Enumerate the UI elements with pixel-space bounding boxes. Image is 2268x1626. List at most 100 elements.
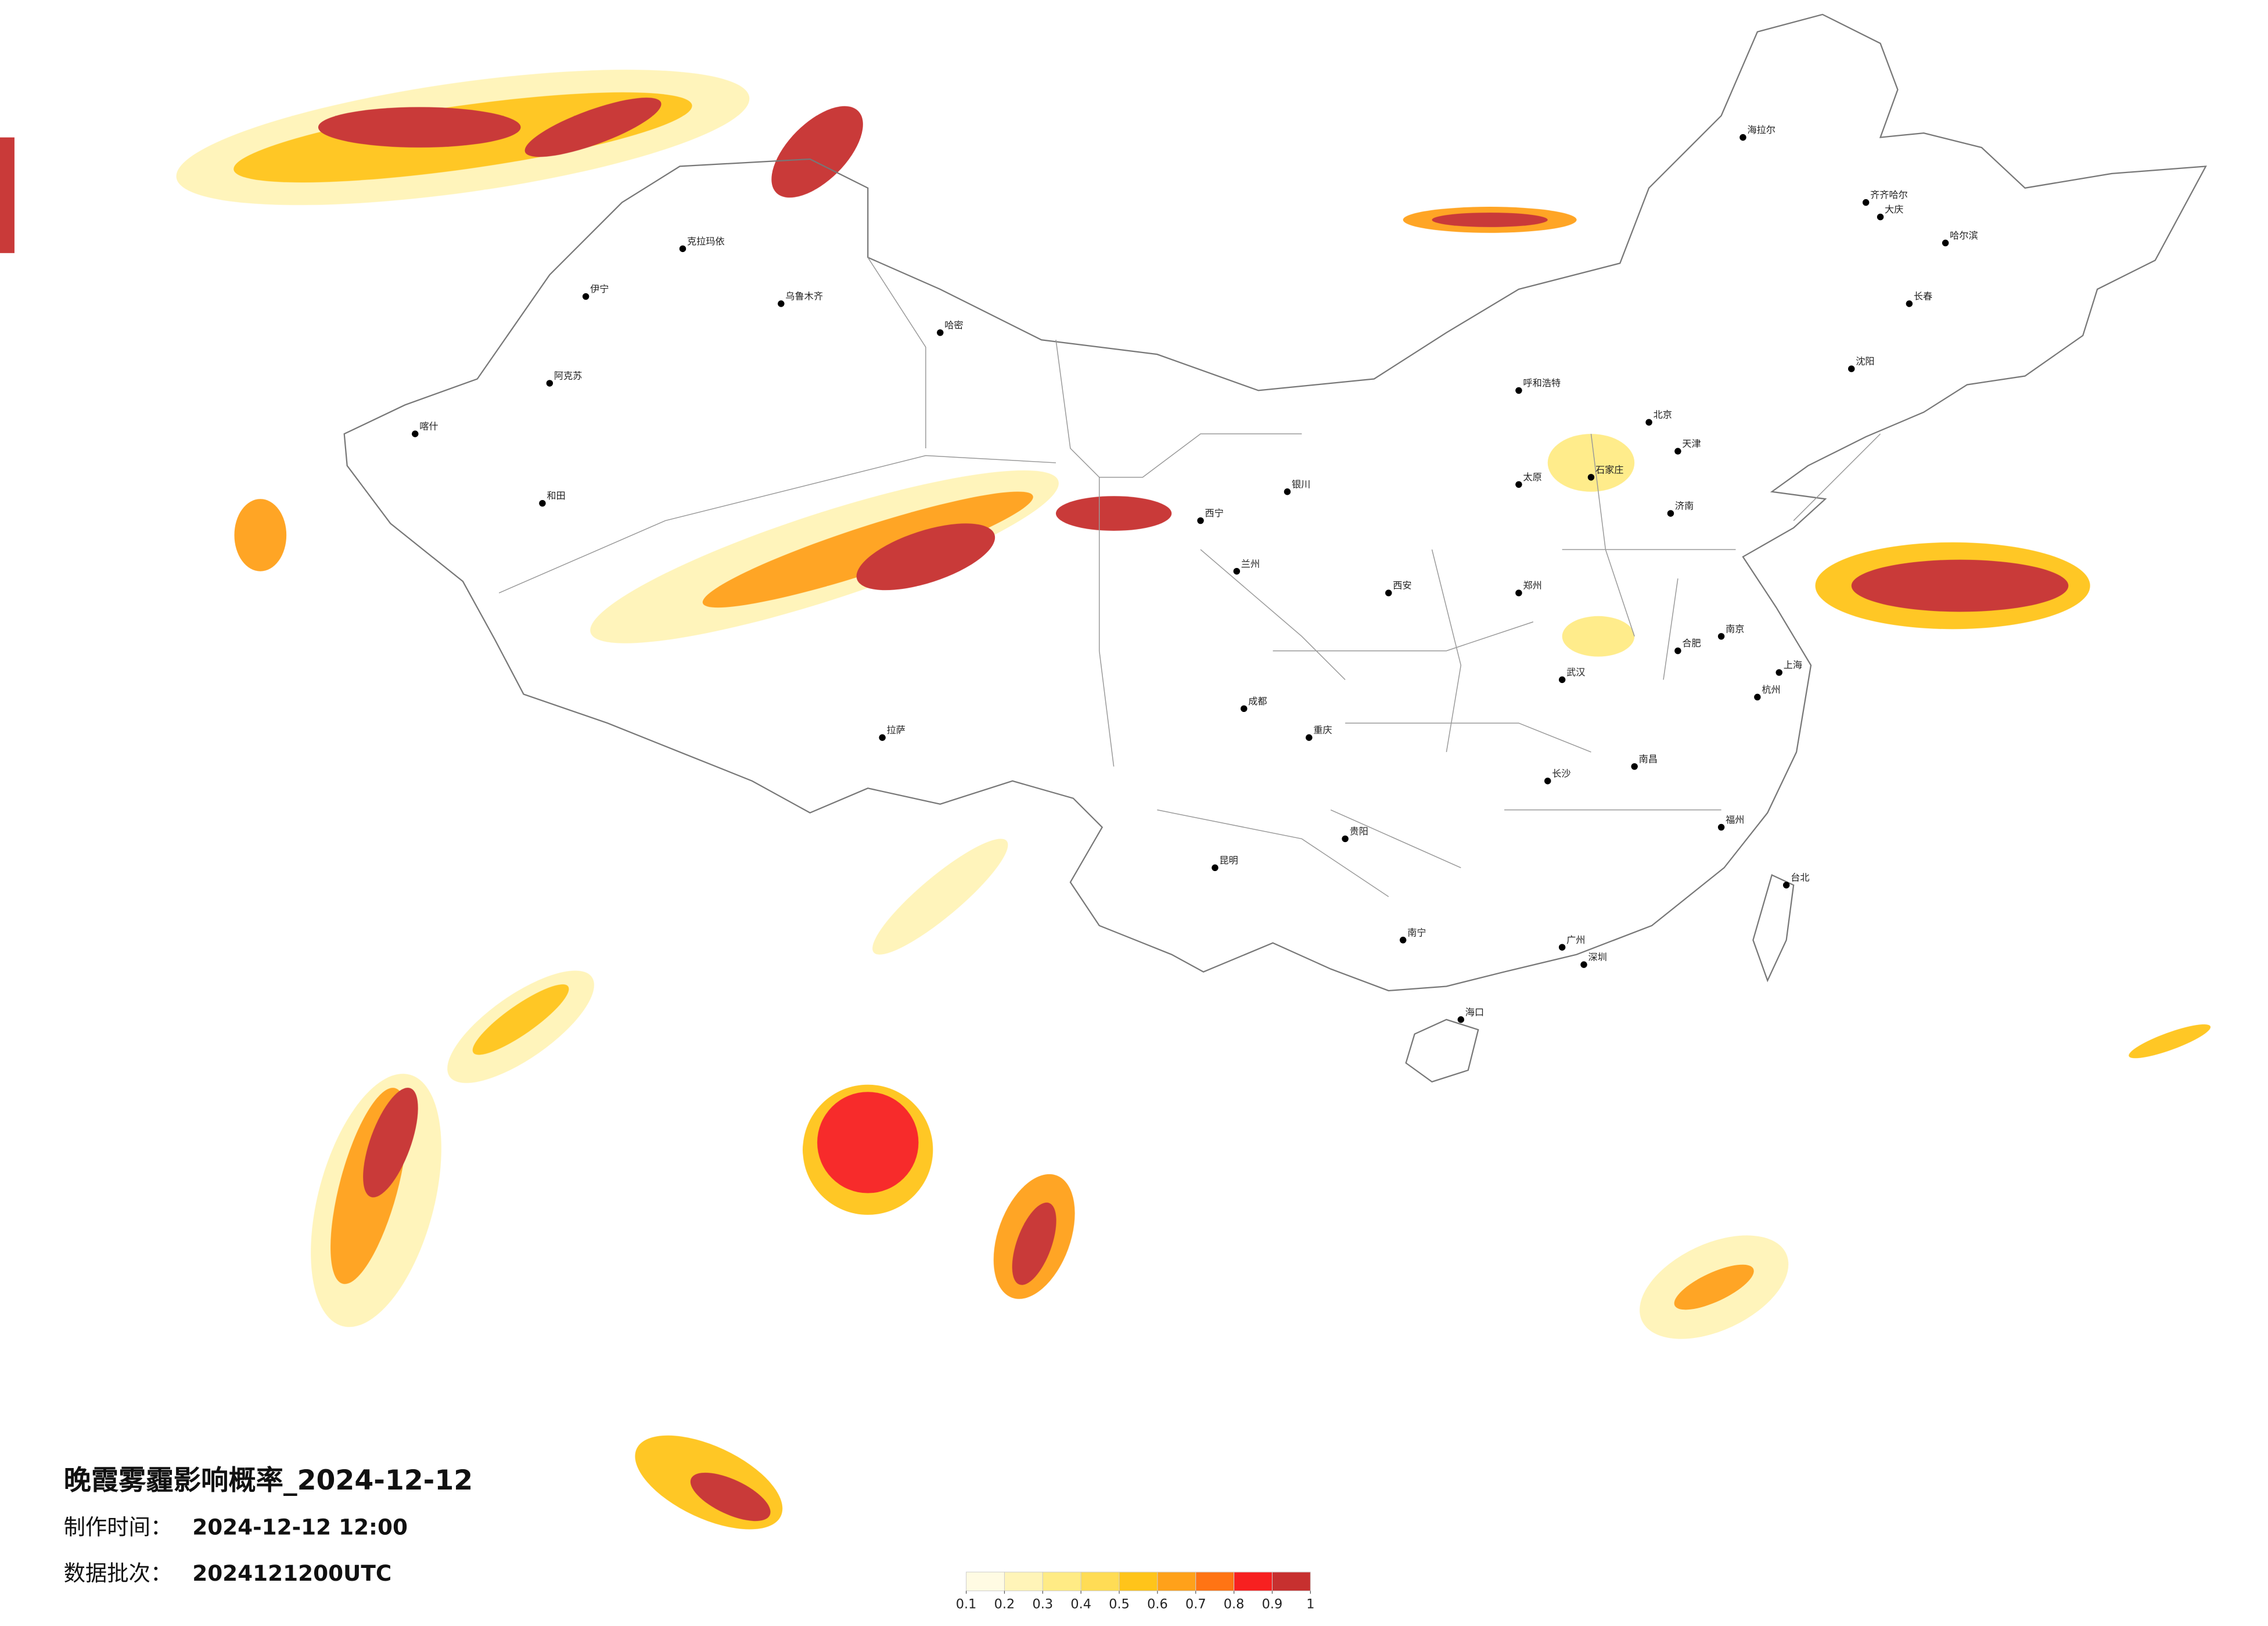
- colorbar: 0.1 0.2 0.3 0.4 0.5 0.6 0.7 0.8 0.9 1: [956, 1571, 1314, 1611]
- city-label: 西安: [1393, 580, 1411, 591]
- city-dot: [778, 300, 785, 307]
- city-dot: [1197, 517, 1204, 524]
- city-label: 深圳: [1588, 952, 1606, 963]
- city-label: 伊宁: [590, 283, 609, 294]
- city-dot: [1457, 1016, 1465, 1023]
- city-label: 沈阳: [1856, 356, 1874, 367]
- city-label: 合肥: [1682, 638, 1701, 649]
- colorbar-swatch: [1195, 1571, 1235, 1591]
- city-dot: [1942, 239, 1949, 247]
- taiwan: [1752, 874, 1795, 983]
- colorbar-swatch: [1271, 1571, 1311, 1591]
- city-label: 大庆: [1885, 204, 1903, 215]
- city-label: 太原: [1523, 472, 1541, 483]
- city-label: 长沙: [1552, 768, 1570, 779]
- city-dot: [1342, 835, 1349, 843]
- city-label: 天津: [1682, 438, 1701, 449]
- hainan: [1405, 1019, 1479, 1083]
- city-label: 南京: [1726, 623, 1744, 634]
- city-dot: [1782, 882, 1790, 888]
- city-label: 阿克苏: [554, 370, 583, 381]
- city-dot: [539, 499, 546, 507]
- city-label: 杭州: [1762, 684, 1780, 695]
- city-dot: [1399, 937, 1407, 944]
- city-dot: [1645, 419, 1652, 426]
- colorbar-tick-label: 0.4: [1070, 1596, 1091, 1611]
- city-dot: [1775, 669, 1782, 676]
- city-dot: [546, 380, 553, 387]
- city-label: 济南: [1675, 501, 1694, 512]
- city-dot: [937, 329, 944, 336]
- city-label: 武汉: [1566, 667, 1585, 678]
- city-dot: [1674, 647, 1681, 654]
- city-dot: [1674, 448, 1681, 455]
- city-dot: [1306, 734, 1313, 741]
- city-label: 福州: [1726, 814, 1744, 825]
- city-dot: [879, 734, 886, 741]
- city-label: 贵阳: [1350, 826, 1368, 837]
- city-label: 哈密: [944, 319, 963, 330]
- city-dot: [1284, 488, 1291, 495]
- city-dot: [1739, 134, 1746, 141]
- colorbar-swatch: [1004, 1571, 1043, 1591]
- city-dot: [1580, 961, 1587, 968]
- boundaries: [343, 13, 2207, 1083]
- city-label: 银川: [1292, 479, 1310, 490]
- city-dot: [1587, 474, 1595, 481]
- city-dot: [1385, 589, 1392, 596]
- city-dot: [1241, 705, 1248, 713]
- city-dot: [679, 245, 686, 253]
- city-dot: [1515, 589, 1522, 596]
- city-dot: [1877, 213, 1884, 221]
- batch: 2024121200UTC: [192, 1560, 391, 1586]
- colorbar-tick-label: 0.2: [994, 1596, 1015, 1611]
- city-label: 长春: [1914, 291, 1932, 302]
- city-label: 兰州: [1241, 558, 1260, 569]
- colorbar-swatch: [1080, 1571, 1120, 1591]
- colorbar-swatch: [1157, 1571, 1196, 1591]
- city-dot: [1754, 693, 1761, 701]
- city-dot: [1558, 944, 1566, 951]
- city-label: 昆明: [1219, 855, 1238, 866]
- city-dot: [1515, 481, 1522, 488]
- colorbar-tick-label: 0.6: [1147, 1596, 1168, 1611]
- city-label: 拉萨: [887, 725, 905, 736]
- city-dot: [1212, 864, 1219, 871]
- city-dot: [1233, 567, 1241, 575]
- colorbar-tick-label: 1: [1306, 1596, 1314, 1611]
- production-time-label: 制作时间：: [64, 1514, 172, 1539]
- city-label: 上海: [1784, 660, 1802, 671]
- city-label: 南昌: [1639, 753, 1658, 764]
- city-label: 喀什: [419, 421, 438, 432]
- colorbar-swatch: [1234, 1571, 1273, 1591]
- colorbar-swatch: [1119, 1571, 1158, 1591]
- city-label: 西宁: [1205, 508, 1224, 519]
- city-dot: [1717, 823, 1725, 831]
- country-outline: [343, 13, 2207, 992]
- city-label: 北京: [1654, 409, 1672, 420]
- colorbar-tick-label: 0.5: [1109, 1596, 1130, 1611]
- city-dot: [1667, 510, 1674, 517]
- city-dot: [1631, 763, 1638, 770]
- city-label: 乌鲁木齐: [785, 291, 823, 302]
- city-dot: [1862, 199, 1870, 206]
- city-label: 克拉玛依: [687, 236, 725, 247]
- colorbar-swatch: [1042, 1571, 1081, 1591]
- colorbar-tick-label: 0.1: [956, 1596, 977, 1611]
- colorbar-swatch: [966, 1571, 1005, 1591]
- province-lines: [498, 257, 1881, 897]
- city-label: 成都: [1248, 696, 1267, 707]
- city-dot: [582, 293, 590, 300]
- haze-field: [0, 70, 2211, 1530]
- city-label: 海拉尔: [1747, 124, 1775, 135]
- city-dot: [1544, 778, 1551, 785]
- colorbar-tick-label: 0.8: [1224, 1596, 1245, 1611]
- city-label: 郑州: [1523, 580, 1541, 591]
- city-label: 台北: [1791, 872, 1809, 883]
- city-label: 齐齐哈尔: [1870, 189, 1908, 200]
- production-time: 2024-12-12 12:00: [192, 1514, 408, 1539]
